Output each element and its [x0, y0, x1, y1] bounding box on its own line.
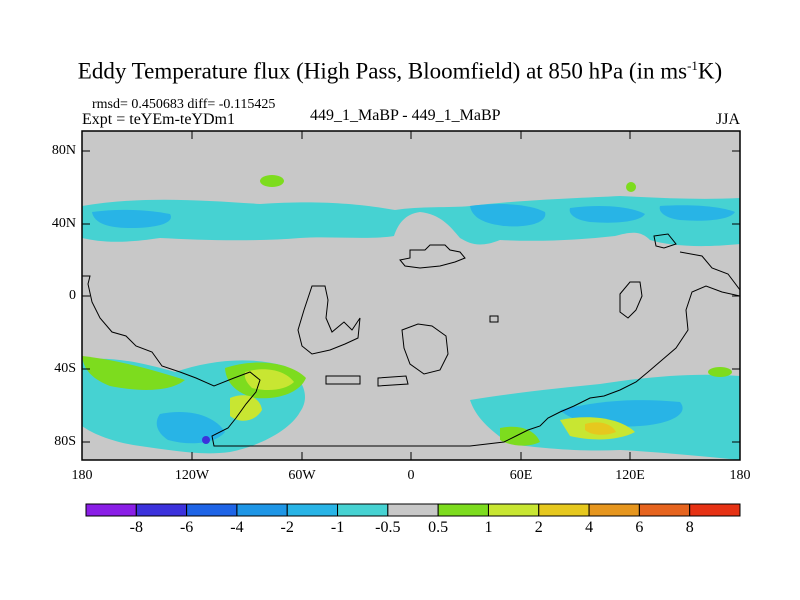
contour-patch-south-pos — [82, 356, 185, 390]
colorbar-swatch-9 — [538, 503, 590, 517]
contour-patch-south-pos3 — [244, 369, 294, 390]
lon-label-180e: 180 — [729, 468, 751, 483]
colorbar-label: 8 — [685, 519, 694, 536]
contour-patch-se-green — [708, 367, 732, 377]
colorbar-swatch-3 — [236, 503, 288, 517]
colorbar-swatch-6 — [387, 503, 439, 517]
colorbar-swatch-5 — [337, 503, 389, 517]
lat-label-40n: 40N — [51, 216, 76, 231]
colorbar-label: 0.5 — [428, 519, 449, 536]
lat-label-0: 0 — [69, 288, 76, 303]
lon-label-60w: 60W — [288, 468, 316, 483]
contour-patch-south-neg — [156, 412, 225, 444]
colorbar-swatch-0 — [85, 503, 137, 517]
colorbar-label: -6 — [179, 519, 194, 536]
season-label: JJA — [716, 111, 741, 128]
lat-label-80n: 80N — [51, 143, 76, 158]
colorbar-label: 2 — [534, 519, 543, 536]
lat-label-80s: 80S — [54, 434, 76, 449]
colorbar — [85, 503, 741, 517]
colorbar-label: -4 — [230, 519, 244, 536]
lat-label-40s: 40S — [54, 361, 76, 376]
colorbar-swatch-1 — [135, 503, 188, 517]
coastlines — [82, 233, 740, 447]
colorbar-label: -1 — [330, 519, 345, 536]
contour-patch-south-dark — [202, 436, 210, 444]
colorbar-label: -8 — [129, 519, 143, 536]
positive-patch-north — [260, 175, 284, 187]
contour-patch-north-d — [659, 205, 735, 221]
stats-label: rmsd= 0.450683 diff= -0.115425 — [92, 97, 276, 112]
contour-patch-north-a — [92, 209, 171, 228]
lon-label-180w: 180 — [71, 468, 93, 483]
lon-label-0: 0 — [407, 468, 415, 483]
colorbar-swatch-8 — [487, 503, 540, 517]
colorbar-swatch-12 — [689, 503, 741, 517]
contour-patch-south-east-pos3 — [585, 422, 616, 435]
lon-label-60e: 60E — [509, 468, 533, 483]
colorbar-swatch-2 — [186, 503, 238, 517]
experiment-label: Expt = teYEm-teYDm1 — [82, 111, 235, 128]
colorbar-swatch-4 — [286, 503, 339, 517]
contour-patch-north-b — [470, 204, 546, 227]
colorbar-swatch-11 — [638, 503, 691, 517]
colorbar-label: -2 — [280, 519, 294, 536]
lon-label-120w: 120W — [174, 468, 210, 483]
contour-patch-north-c — [569, 206, 645, 223]
map-title: Eddy Temperature flux (High Pass, Bloomf… — [77, 58, 723, 84]
colorbar-label: 1 — [484, 519, 493, 536]
lat-ticks — [82, 150, 740, 443]
colorbar-label: 6 — [635, 519, 644, 536]
colorbar-swatch-10 — [588, 503, 640, 517]
colorbar-label: 4 — [585, 519, 594, 536]
contour-patch-south-east-pos2 — [500, 426, 540, 446]
lon-ticks — [191, 131, 631, 460]
case-label: 449_1_MaBP - 449_1_MaBP — [310, 107, 501, 124]
colorbar-swatch-7 — [437, 503, 489, 517]
positive-patch-north-small — [626, 182, 636, 192]
colorbar-label: -0.5 — [375, 519, 401, 536]
lon-label-120e: 120E — [615, 468, 645, 483]
